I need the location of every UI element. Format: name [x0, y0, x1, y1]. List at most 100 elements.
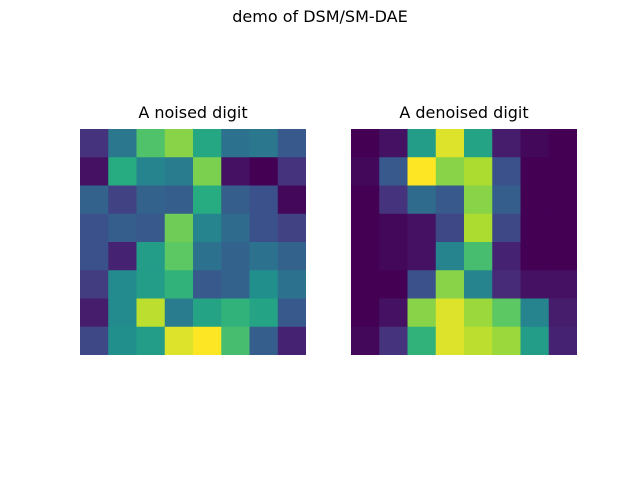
heatmap-cell-r6-c7: [277, 298, 306, 328]
heatmap-cell-r2-c5: [492, 185, 521, 215]
heatmap-cell-r2-c2: [136, 185, 166, 215]
heatmap-cell-r0-c1: [379, 129, 408, 158]
heatmap-cell-r7-c5: [221, 326, 250, 355]
heatmap-cell-r7-c7: [277, 326, 306, 355]
heatmap-cell-r5-c7: [548, 270, 577, 299]
heatmap-cell-r7-c6: [520, 326, 550, 355]
heatmap-cell-r2-c3: [164, 185, 194, 215]
heatmap-cell-r0-c2: [407, 129, 437, 158]
heatmap-cell-r3-c2: [136, 213, 166, 243]
heatmap-cell-r3-c0: [351, 213, 380, 243]
heatmap-cell-r1-c1: [379, 157, 408, 186]
heatmap-cell-r7-c3: [164, 326, 194, 355]
heatmap-cell-r5-c2: [407, 270, 437, 299]
heatmap-cell-r7-c4: [464, 326, 493, 355]
denoised-digit-heatmap: [351, 129, 577, 355]
heatmap-cell-r0-c3: [435, 129, 465, 158]
heatmap-cell-r3-c0: [80, 213, 109, 243]
heatmap-cell-r5-c5: [492, 270, 521, 299]
heatmap-cell-r7-c1: [108, 326, 137, 355]
heatmap-cell-r4-c5: [221, 242, 250, 271]
heatmap-cell-r2-c6: [249, 185, 279, 215]
heatmap-cell-r0-c0: [80, 129, 109, 158]
heatmap-cell-r6-c6: [520, 298, 550, 328]
heatmap-cell-r5-c0: [80, 270, 109, 299]
heatmap-cell-r4-c7: [548, 242, 577, 271]
heatmap-cell-r6-c3: [435, 298, 465, 328]
heatmap-cell-r1-c5: [492, 157, 521, 186]
heatmap-cell-r3-c7: [277, 213, 306, 243]
heatmap-cell-r6-c5: [221, 298, 250, 328]
heatmap-cell-r5-c4: [464, 270, 493, 299]
heatmap-cell-r5-c1: [108, 270, 137, 299]
figure-suptitle: demo of DSM/SM-DAE: [232, 7, 408, 26]
heatmap-cell-r0-c5: [221, 129, 250, 158]
heatmap-cell-r0-c6: [520, 129, 550, 158]
heatmap-cell-r0-c5: [492, 129, 521, 158]
heatmap-cell-r1-c0: [80, 157, 109, 186]
heatmap-cell-r2-c0: [80, 185, 109, 215]
heatmap-cell-r5-c4: [193, 270, 222, 299]
heatmap-cell-r7-c0: [351, 326, 380, 355]
heatmap-cell-r6-c5: [492, 298, 521, 328]
denoised-digit-title: A denoised digit: [399, 103, 529, 122]
heatmap-cell-r4-c6: [249, 242, 279, 271]
heatmap-cell-r3-c4: [464, 213, 493, 243]
heatmap-cell-r6-c0: [80, 298, 109, 328]
heatmap-cell-r2-c3: [435, 185, 465, 215]
heatmap-cell-r0-c2: [136, 129, 166, 158]
heatmap-cell-r0-c6: [249, 129, 279, 158]
heatmap-cell-r4-c4: [193, 242, 222, 271]
heatmap-cell-r3-c3: [164, 213, 194, 243]
heatmap-cell-r1-c2: [136, 157, 166, 186]
heatmap-cell-r7-c5: [492, 326, 521, 355]
heatmap-cell-r5-c5: [221, 270, 250, 299]
heatmap-cell-r7-c2: [407, 326, 437, 355]
heatmap-cell-r3-c3: [435, 213, 465, 243]
heatmap-cell-r2-c2: [407, 185, 437, 215]
heatmap-cell-r5-c0: [351, 270, 380, 299]
heatmap-cell-r7-c1: [379, 326, 408, 355]
heatmap-cell-r3-c1: [379, 213, 408, 243]
heatmap-cell-r4-c7: [277, 242, 306, 271]
heatmap-cell-r1-c0: [351, 157, 380, 186]
subplot-noised-digit: A noised digit: [80, 103, 306, 355]
heatmap-cell-r1-c7: [548, 157, 577, 186]
heatmap-cell-r6-c3: [164, 298, 194, 328]
heatmap-cell-r1-c4: [464, 157, 493, 186]
heatmap-cell-r7-c0: [80, 326, 109, 355]
heatmap-cell-r1-c2: [407, 157, 437, 186]
heatmap-cell-r2-c7: [277, 185, 306, 215]
heatmap-cell-r0-c4: [193, 129, 222, 158]
heatmap-cell-r3-c7: [548, 213, 577, 243]
heatmap-cell-r2-c1: [108, 185, 137, 215]
noised-digit-title: A noised digit: [138, 103, 248, 122]
heatmap-cell-r5-c7: [277, 270, 306, 299]
heatmap-cell-r2-c4: [193, 185, 222, 215]
heatmap-cell-r5-c2: [136, 270, 166, 299]
heatmap-cell-r4-c3: [164, 242, 194, 271]
heatmap-cell-r1-c4: [193, 157, 222, 186]
heatmap-cell-r4-c1: [379, 242, 408, 271]
heatmap-cell-r0-c0: [351, 129, 380, 158]
heatmap-cell-r1-c6: [249, 157, 279, 186]
heatmap-cell-r3-c4: [193, 213, 222, 243]
heatmap-cell-r0-c3: [164, 129, 194, 158]
heatmap-cell-r3-c5: [492, 213, 521, 243]
heatmap-cell-r6-c2: [136, 298, 166, 328]
heatmap-cell-r4-c5: [492, 242, 521, 271]
heatmap-cell-r3-c1: [108, 213, 137, 243]
heatmap-cell-r2-c7: [548, 185, 577, 215]
heatmap-cell-r6-c2: [407, 298, 437, 328]
heatmap-cell-r0-c1: [108, 129, 137, 158]
heatmap-cell-r6-c4: [464, 298, 493, 328]
heatmap-cell-r0-c7: [548, 129, 577, 158]
heatmap-cell-r0-c7: [277, 129, 306, 158]
heatmap-cell-r4-c0: [351, 242, 380, 271]
heatmap-cell-r6-c1: [108, 298, 137, 328]
heatmap-cell-r4-c3: [435, 242, 465, 271]
heatmap-cell-r6-c1: [379, 298, 408, 328]
heatmap-cell-r4-c4: [464, 242, 493, 271]
heatmap-cell-r5-c6: [520, 270, 550, 299]
heatmap-cell-r6-c4: [193, 298, 222, 328]
